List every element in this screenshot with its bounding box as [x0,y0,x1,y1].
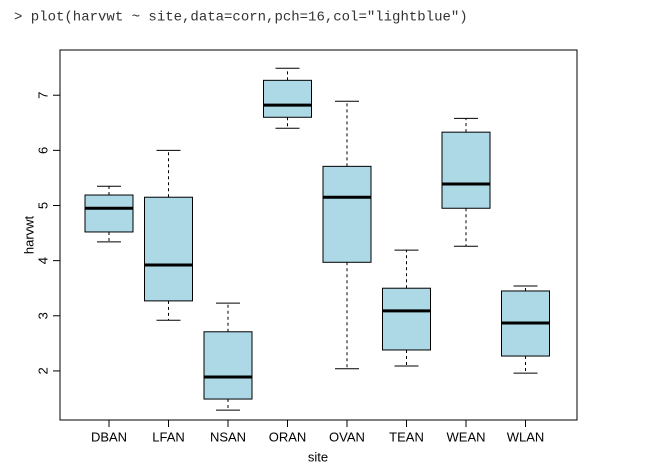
box [441,131,491,209]
box [382,287,431,351]
y-tick-label: 5 [35,202,50,209]
y-tick-label: 4 [35,257,50,264]
x-tick-label: TEAN [389,429,424,444]
y-tick-label: 6 [35,147,50,154]
box [322,165,372,263]
box [203,331,253,400]
x-tick-label: WEAN [447,429,486,444]
x-tick-label: OVAN [329,429,365,444]
y-tick-label: 2 [35,367,50,374]
x-tick-label: DBAN [91,429,127,444]
plot-frame [59,49,578,421]
y-axis-label: harvwt [21,215,36,254]
x-axis-label: site [308,449,328,464]
box [84,194,134,233]
box [263,79,312,118]
y-tick-label: 7 [35,92,50,99]
y-tick-label: 3 [35,312,50,319]
x-tick-label: WLAN [507,429,545,444]
x-tick-label: NSAN [210,429,246,444]
box [144,196,193,302]
x-tick-label: LFAN [152,429,185,444]
console-command: > plot(harvwt ~ site,data=corn,pch=16,co… [14,10,468,26]
x-tick-label: ORAN [269,429,307,444]
